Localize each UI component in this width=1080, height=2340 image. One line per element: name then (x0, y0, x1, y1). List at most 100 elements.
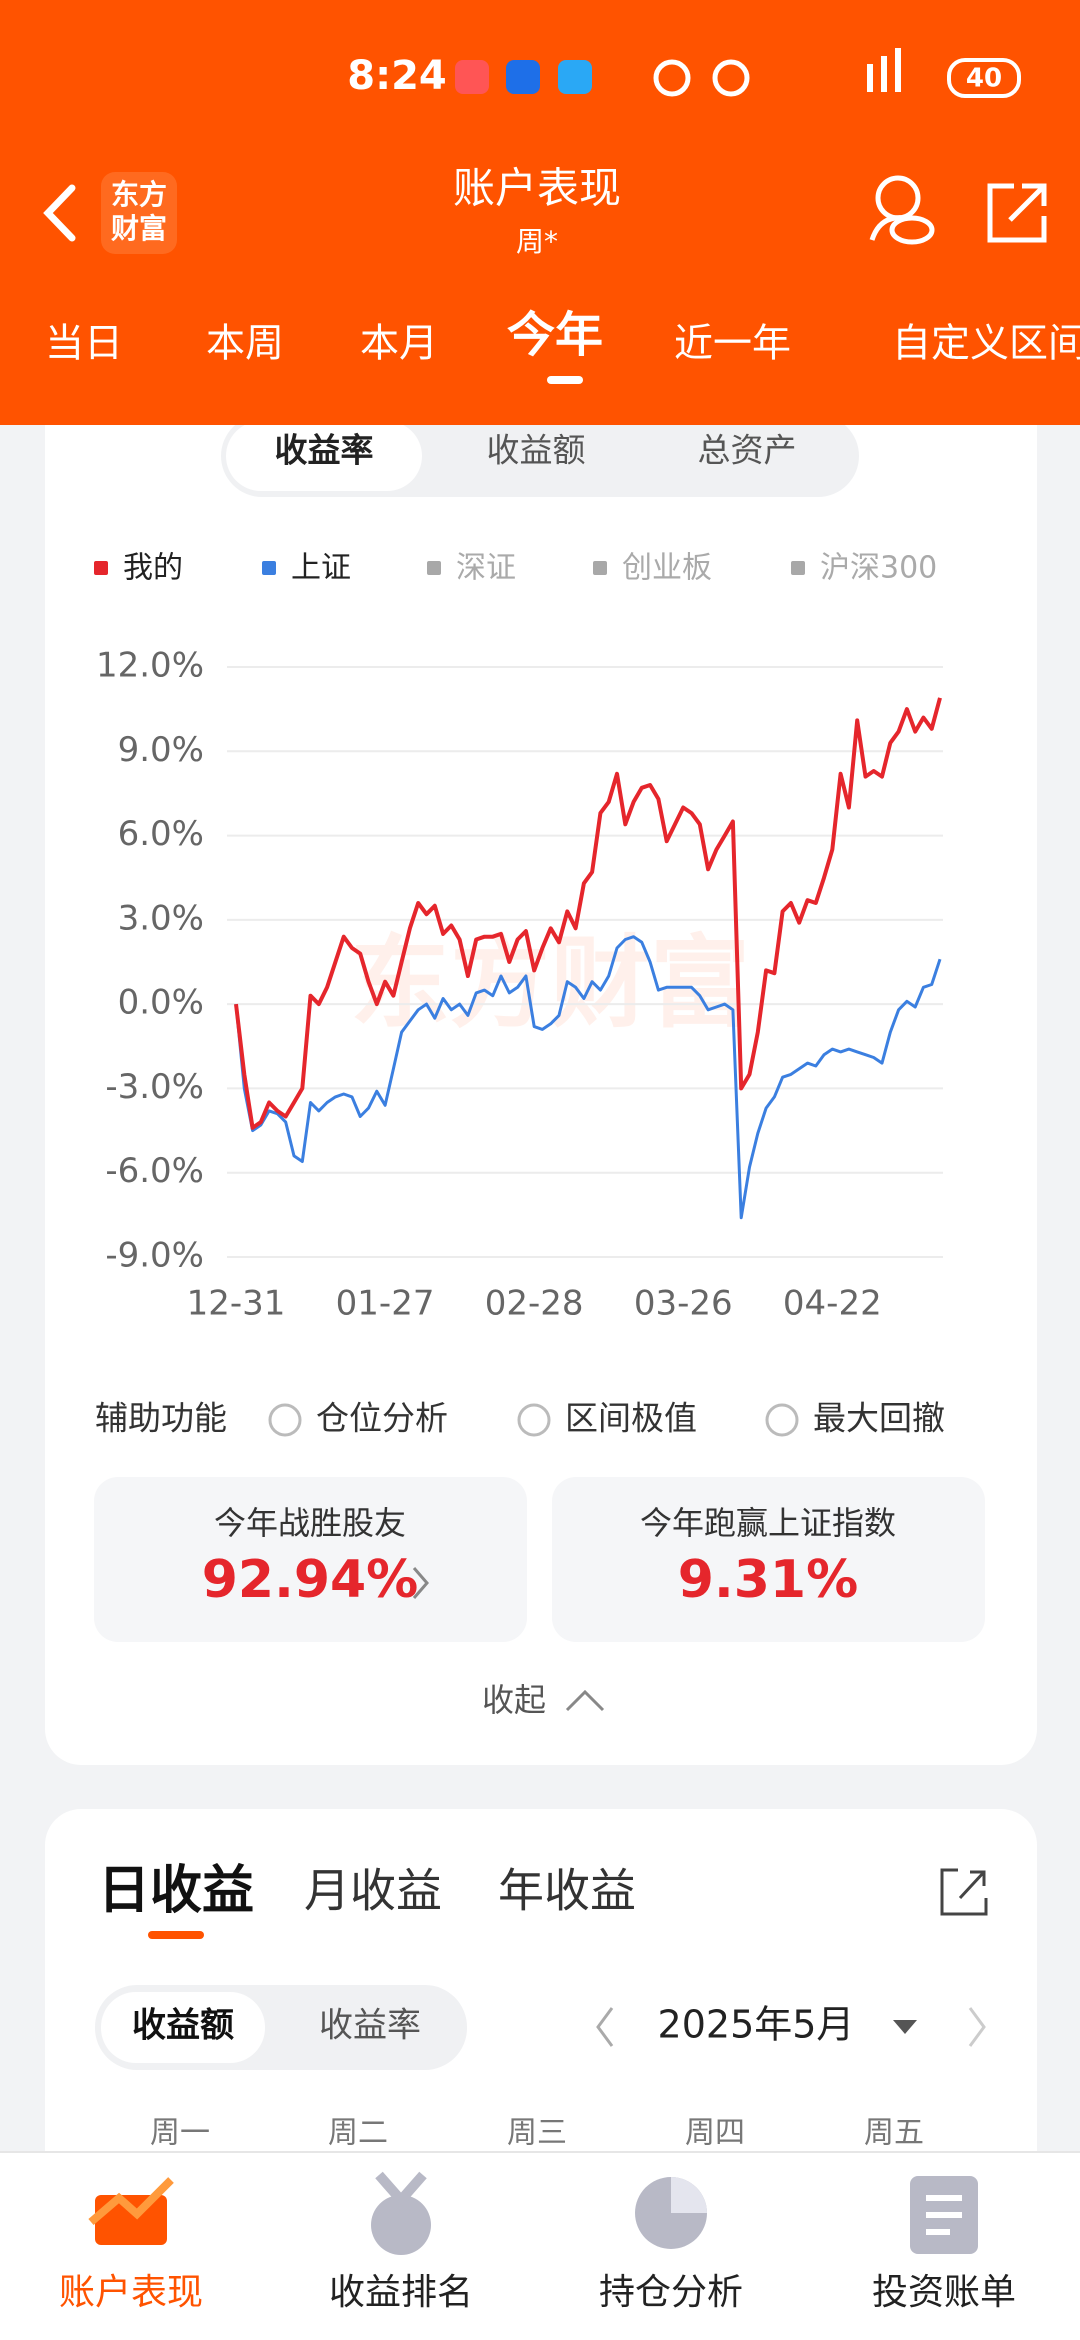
earnings-tab[interactable]: 日收益 (98, 1861, 254, 1921)
status-icon (558, 60, 592, 94)
legend-swatch (427, 561, 441, 575)
aux-option[interactable]: 区间极值 (565, 1399, 697, 1438)
period-tab[interactable]: 当日 (45, 322, 123, 367)
weekday: 周一 (150, 2116, 210, 2151)
period-tab[interactable]: 近一年 (674, 322, 791, 367)
x-tick-label: 12-31 (187, 1284, 286, 1324)
series-line (234, 697, 942, 1130)
battery (947, 58, 1021, 98)
chart-card (45, 380, 1037, 1765)
icon (375, 2171, 427, 2208)
radio[interactable] (517, 1403, 551, 1437)
stat-value: 9.31% (678, 1550, 858, 1610)
period-tab[interactable]: 本月 (360, 322, 438, 367)
aux-option[interactable]: 最大回撤 (813, 1399, 945, 1438)
header-title: 账户表现 (453, 164, 621, 213)
nav-label[interactable]: 投资账单 (872, 2272, 1016, 2313)
logo-text: 财富 (111, 212, 167, 245)
icon (371, 2195, 431, 2255)
metric-active (226, 421, 422, 491)
next-month[interactable] (968, 2007, 986, 2047)
metric-tab[interactable]: 收益额 (487, 431, 586, 470)
stat-box (94, 1477, 527, 1642)
legend-swatch (791, 561, 805, 575)
prev-month[interactable] (596, 2007, 614, 2047)
weekday: 周三 (507, 2116, 567, 2151)
account-icon[interactable] (869, 175, 935, 245)
nav-label[interactable]: 持仓分析 (599, 2272, 743, 2313)
header-subtitle: 周* (516, 225, 558, 258)
x-tick-label: 04-22 (783, 1284, 882, 1324)
collapse[interactable]: 收起 (482, 1681, 546, 1719)
toggle-option[interactable]: 收益率 (319, 2006, 421, 2046)
period-tab[interactable]: 自定义区间 (892, 322, 1080, 367)
series-line (234, 935, 942, 1220)
nav-label[interactable]: 账户表现 (59, 2272, 203, 2313)
period-tab[interactable]: 今年 (507, 307, 603, 363)
month[interactable]: 2025年5月 (658, 2003, 855, 2047)
status-icon (712, 59, 750, 97)
watermark: 东方财富 (350, 924, 750, 1041)
icon (671, 2177, 707, 2213)
aux-option[interactable]: 仓位分析 (316, 1399, 448, 1438)
x-tick-label: 03-26 (634, 1284, 733, 1324)
period-tabs: 当日 本周 本月 今年 近一年 自定义区间 (45, 307, 1080, 384)
status-icon (506, 60, 540, 94)
radio[interactable] (765, 1403, 799, 1437)
y-tick-label: -6.0% (105, 1151, 204, 1191)
earnings-tab[interactable]: 年收益 (498, 1864, 636, 1918)
bottom-nav (0, 2152, 1080, 2340)
legend-label[interactable]: 创业板 (622, 551, 712, 586)
stat-label: 今年战胜股友 (214, 1504, 406, 1542)
legend-label[interactable]: 深证 (456, 551, 516, 586)
y-tick-label: 3.0% (118, 898, 204, 938)
icon (88, 2177, 174, 2226)
y-tick-label: 12.0% (96, 646, 204, 686)
toggle-option[interactable]: 收益额 (132, 2006, 234, 2046)
aux-label: 辅助功能 (95, 1399, 227, 1438)
logo (101, 172, 177, 254)
toggle-active (101, 1992, 265, 2063)
stat-label: 今年跑赢上证指数 (640, 1504, 896, 1542)
chevron-right (412, 1567, 429, 1599)
metric-tab[interactable]: 总资产 (698, 431, 797, 470)
clock: 8:24 (347, 53, 447, 99)
nav-icon[interactable] (371, 2171, 431, 2255)
nav-icon[interactable] (910, 2176, 978, 2254)
legend-label[interactable]: 上证 (291, 551, 351, 586)
earnings-tab[interactable]: 月收益 (304, 1864, 442, 1918)
signal-icon (867, 48, 901, 92)
y-tick-label: 6.0% (118, 814, 204, 854)
icon (95, 2195, 167, 2245)
period-tab[interactable]: 本周 (206, 322, 284, 367)
month-dropdown[interactable] (893, 2020, 917, 2034)
legend-label[interactable]: 我的 (123, 551, 183, 586)
y-tick-label: 0.0% (118, 983, 204, 1023)
weekday: 周四 (685, 2116, 745, 2151)
status-icon (653, 59, 691, 97)
x-tick-label: 01-27 (336, 1284, 435, 1324)
stat-value: 92.94% (202, 1550, 419, 1610)
legend-swatch (262, 561, 276, 575)
logo-text: 东方 (111, 178, 167, 211)
legend-swatch (94, 561, 108, 575)
legend-label[interactable]: 沪深300 (820, 551, 937, 586)
weekday: 周五 (864, 2116, 924, 2151)
stat-box (552, 1477, 985, 1642)
nav-label[interactable]: 收益排名 (329, 2272, 473, 2313)
metric-tab[interactable]: 收益率 (275, 431, 374, 470)
legend-swatch (593, 561, 607, 575)
nav-icon[interactable] (635, 2177, 707, 2249)
back-button[interactable] (43, 184, 76, 242)
share-icon[interactable] (987, 183, 1047, 243)
status-icon (455, 60, 489, 94)
earnings-indicator (148, 1931, 204, 1939)
share-icon[interactable] (940, 1868, 988, 1916)
y-tick-label: -9.0% (105, 1236, 204, 1276)
nav-icon[interactable] (88, 2177, 174, 2245)
weekday: 周二 (328, 2116, 388, 2151)
radio[interactable] (268, 1403, 302, 1437)
battery-level: 40 (966, 64, 1002, 94)
